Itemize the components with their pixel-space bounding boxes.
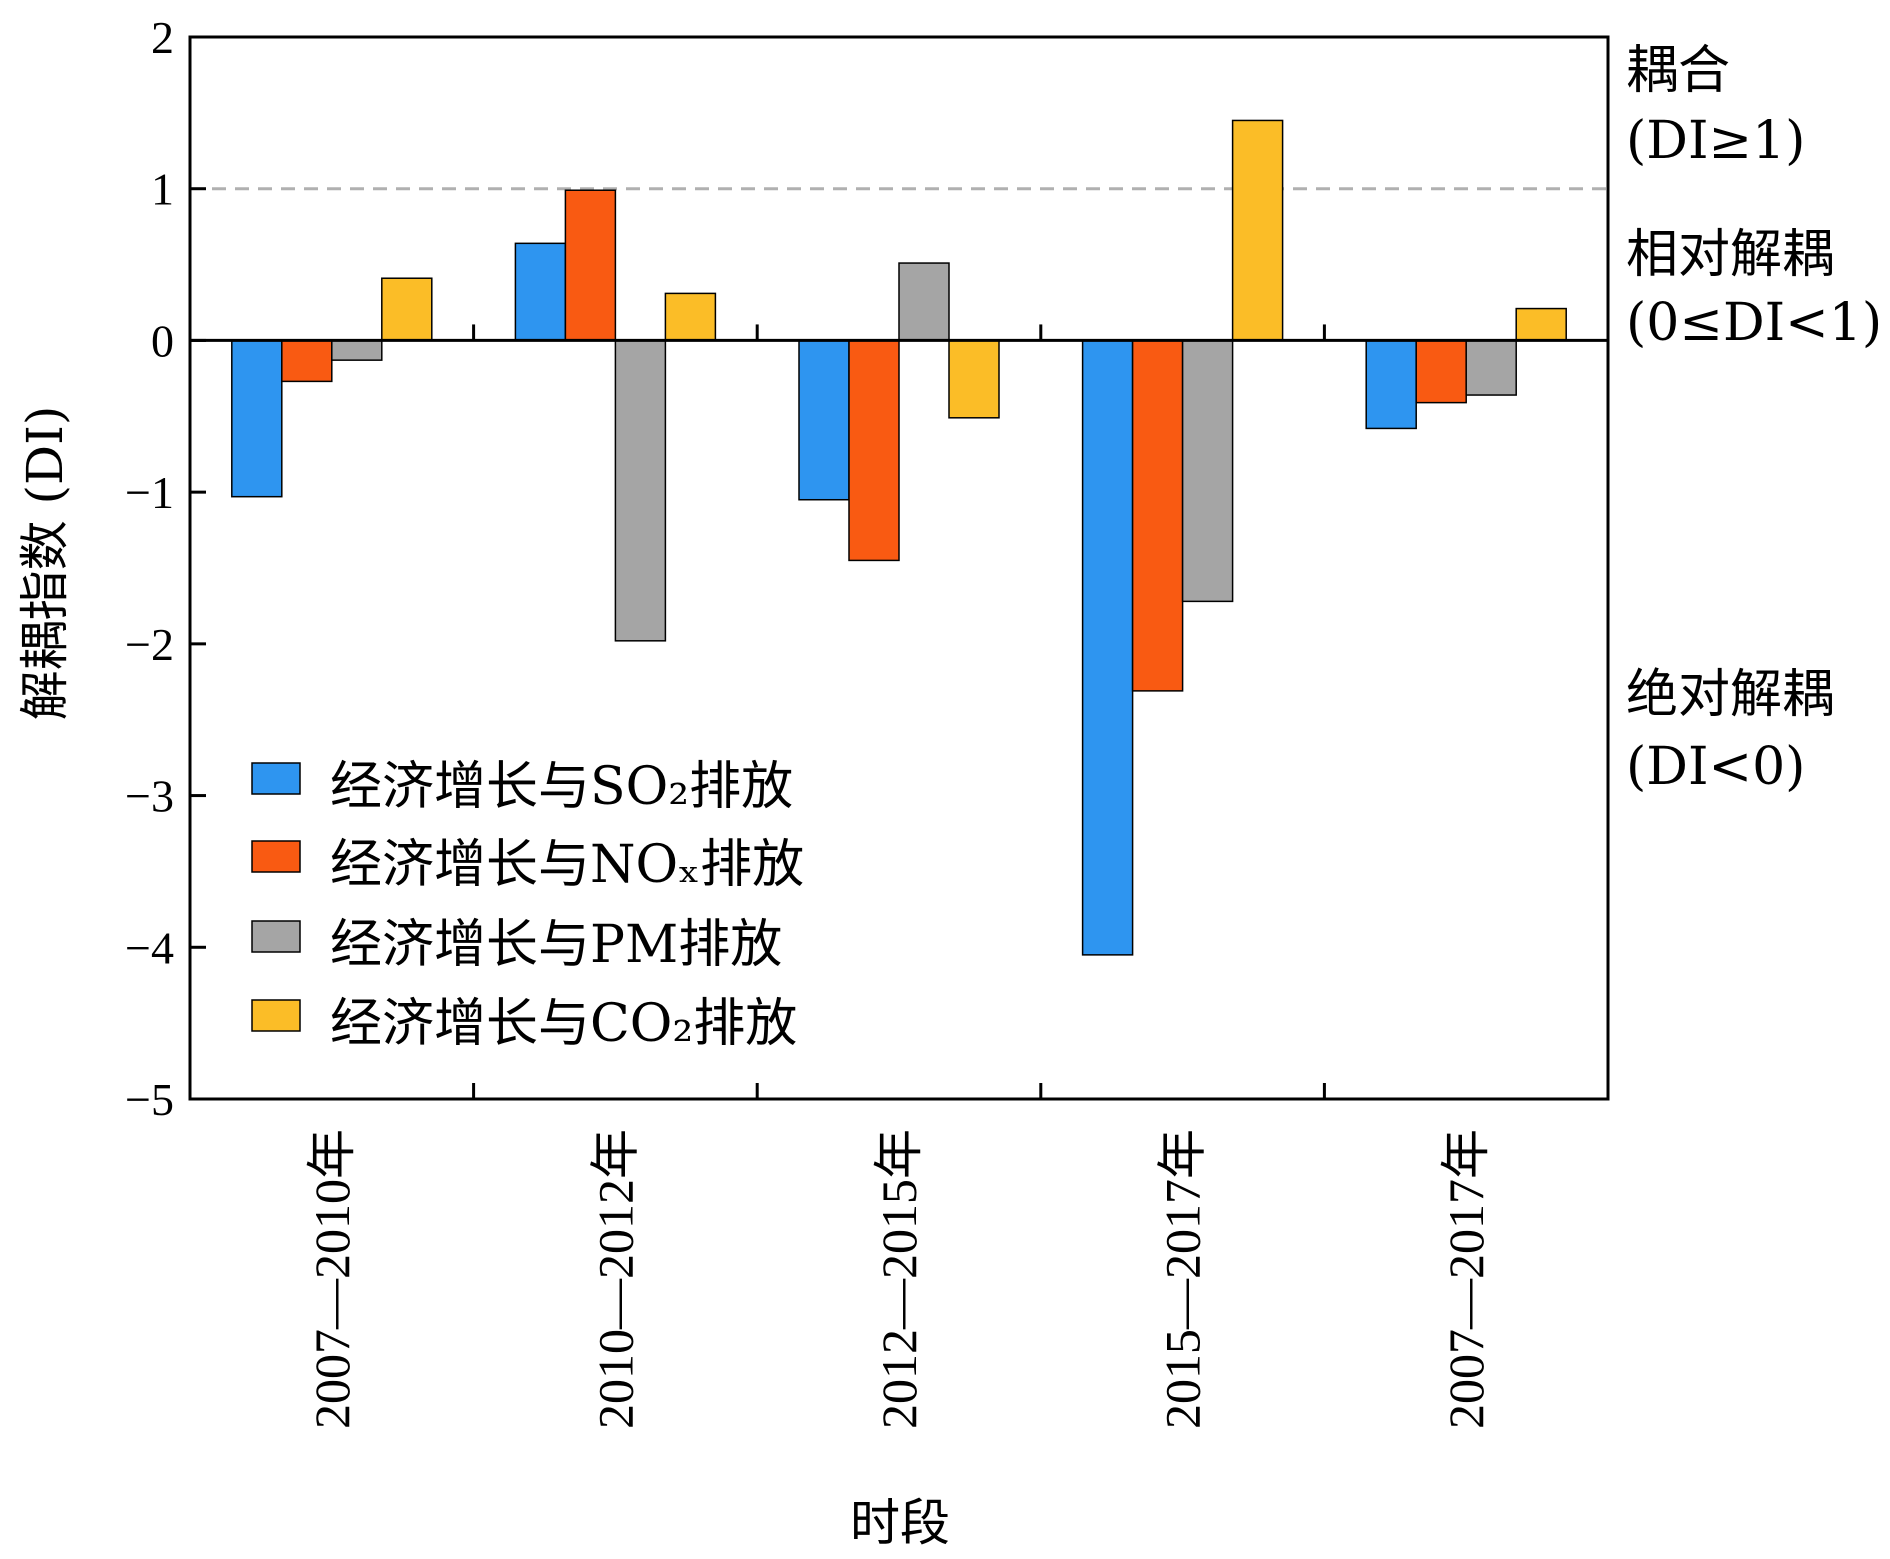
legend-swatch <box>251 762 301 795</box>
bar-2-series-2 <box>564 189 617 342</box>
legend-swatch <box>251 999 301 1032</box>
zone-condition: (0≤DI<1) <box>1626 293 1882 353</box>
zone-labels: 耦合 (DI≥1) 相对解耦 (0≤DI<1) 绝对解耦 (DI<0) <box>1626 41 1882 797</box>
bar-3-series-2 <box>848 339 900 562</box>
zone-title: 相对解耦 <box>1626 225 1834 285</box>
x-category-label: 2007—2010年 <box>304 1129 360 1429</box>
bar-5-series-1 <box>1365 339 1417 430</box>
bar-4-series-4 <box>1231 119 1284 342</box>
legend-item: 经济增长与CO₂排放 <box>251 994 797 1054</box>
bar-2-series-4 <box>664 292 717 342</box>
bar-1-series-1 <box>231 339 283 498</box>
bar-2-series-3 <box>614 339 667 642</box>
y-tick-label: −3 <box>125 771 174 822</box>
legend-swatch <box>251 840 301 873</box>
y-tick-label: 2 <box>151 12 174 63</box>
legend-swatch <box>251 920 301 953</box>
legend-item: 经济增长与SO₂排放 <box>251 757 793 817</box>
bar-1-series-2 <box>281 339 333 383</box>
y-tick-label: −5 <box>125 1074 174 1125</box>
x-category-label: 2015—2017年 <box>1155 1129 1211 1429</box>
y-tick-label: −2 <box>125 619 174 670</box>
bar-4-series-1 <box>1081 339 1134 956</box>
y-tick-label: −1 <box>125 467 174 518</box>
bar-3-series-4 <box>948 339 1000 419</box>
bar-1-series-3 <box>331 339 383 361</box>
y-tick-label: 0 <box>151 315 174 366</box>
x-axis-label: 时段 <box>850 1494 950 1552</box>
x-category-label: 2010—2012年 <box>587 1129 643 1429</box>
zone-title: 绝对解耦 <box>1626 665 1834 725</box>
y-axis-label: 解耦指数 (DI) <box>16 406 74 721</box>
bar-3-series-1 <box>798 339 850 501</box>
zone-condition: (DI<0) <box>1626 737 1805 797</box>
zone-title: 耦合 <box>1626 41 1730 101</box>
y-tick-label: 1 <box>151 164 174 215</box>
bar-4-series-2 <box>1131 339 1184 692</box>
legend-label: 经济增长与SO₂排放 <box>330 757 793 817</box>
bar-5-series-2 <box>1415 339 1467 404</box>
legend-item: 经济增长与NOₓ排放 <box>251 835 804 895</box>
x-category-label: 2012—2015年 <box>871 1129 927 1429</box>
x-category-label: 2007—2017年 <box>1438 1129 1494 1429</box>
plot-frame <box>188 35 1610 1101</box>
bar-2-series-1 <box>514 242 567 342</box>
legend-label: 经济增长与NOₓ排放 <box>330 835 804 895</box>
bar-1-series-4 <box>381 277 433 342</box>
y-tick-label: −4 <box>125 922 174 973</box>
bar-4-series-3 <box>1181 339 1234 603</box>
bar-5-series-3 <box>1465 339 1517 396</box>
bar-5-series-4 <box>1515 307 1567 342</box>
legend-item: 经济增长与PM排放 <box>251 915 782 975</box>
zone-condition: (DI≥1) <box>1626 111 1805 171</box>
legend-label: 经济增长与CO₂排放 <box>330 994 797 1054</box>
bar-3-series-3 <box>898 262 950 342</box>
legend-label: 经济增长与PM排放 <box>330 915 782 975</box>
